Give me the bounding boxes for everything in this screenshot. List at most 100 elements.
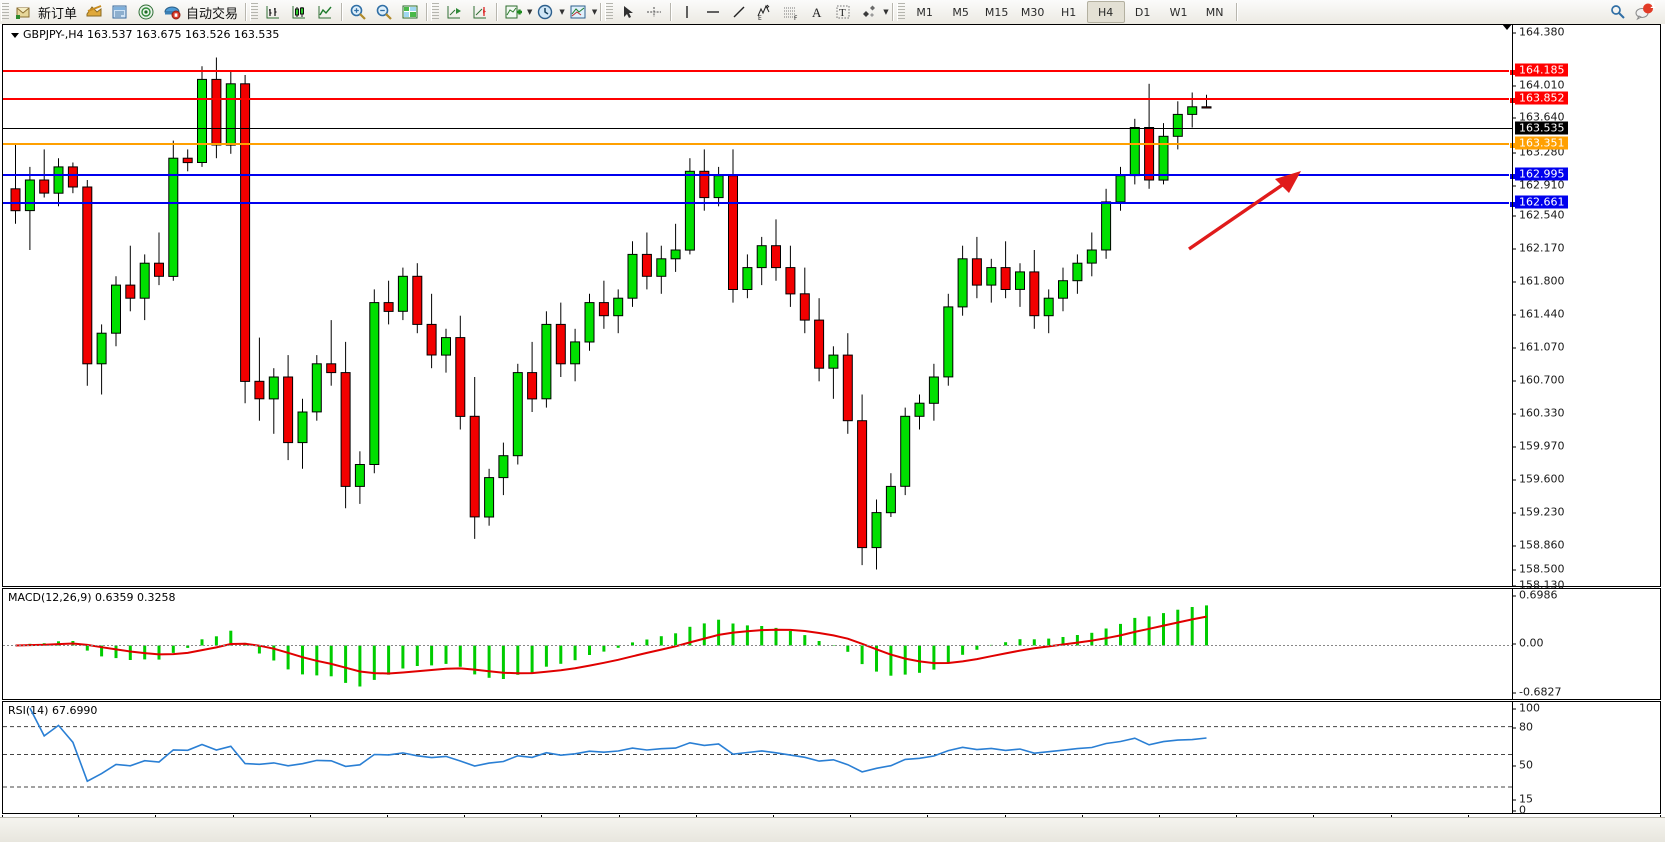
macd-series: [3, 605, 1512, 687]
toolbar-grip-5[interactable]: [896, 3, 905, 21]
trendline-icon[interactable]: [726, 1, 752, 23]
price-tick: 161.440: [1512, 308, 1565, 321]
macd-pane[interactable]: MACD(12,26,9) 0.6359 0.3258 0.6986 0.00 …: [2, 588, 1661, 700]
hline-163351[interactable]: [3, 142, 1516, 149]
tab-timeframe-m5[interactable]: M5: [952, 5, 969, 19]
hline-163852[interactable]: [3, 97, 1516, 104]
chart-grid-icon[interactable]: [397, 1, 423, 23]
bullish-arrow[interactable]: [1183, 165, 1313, 255]
candlestick-series: [10, 57, 1212, 570]
tab-timeframe-m15[interactable]: M15: [984, 5, 1009, 19]
indicators-caret-icon[interactable]: ▼: [527, 8, 533, 16]
chart-symbol-header: GBPJPY-,H4 163.537 163.675 163.526 163.5…: [11, 28, 279, 41]
tab-timeframe-h4[interactable]: H4: [1086, 1, 1125, 23]
status-bar: [0, 817, 1665, 842]
elliott-wave-icon[interactable]: E: [752, 1, 778, 23]
price-tick: 161.070: [1512, 341, 1565, 354]
line-chart-icon[interactable]: [312, 1, 338, 23]
tab-timeframe-d1[interactable]: D1: [1134, 5, 1151, 19]
svg-text:F: F: [794, 15, 798, 21]
toolbar-separator-4: [496, 3, 498, 21]
tab-timeframe-m1[interactable]: M1: [916, 5, 933, 19]
support-label-162995[interactable]: 162.995: [1515, 167, 1568, 181]
text-label-icon[interactable]: T: [830, 1, 856, 23]
macd-title: MACD(12,26,9) 0.6359 0.3258: [8, 591, 176, 604]
alerts-icon[interactable]: 1: [1631, 1, 1657, 23]
price-tick: 164.380: [1512, 26, 1565, 39]
tab-timeframe-w1[interactable]: W1: [1169, 5, 1188, 19]
toolbar-separator-2: [341, 3, 343, 21]
svg-text:E: E: [758, 15, 762, 21]
auto-scroll-icon[interactable]: [441, 1, 467, 23]
vertical-line-icon[interactable]: [674, 1, 700, 23]
periods-caret-icon[interactable]: ▼: [559, 8, 565, 16]
autotrading-label[interactable]: 自动交易: [186, 6, 239, 22]
pivot-label-163351[interactable]: 163.351: [1515, 136, 1568, 150]
shapes-caret-icon[interactable]: ▼: [883, 8, 889, 16]
chart-area[interactable]: GBPJPY-,H4 163.537 163.675 163.526 163.5…: [0, 24, 1665, 839]
price-tick: 159.970: [1512, 440, 1565, 453]
rsi-tick: 100: [1512, 702, 1540, 715]
autotrading-icon[interactable]: [159, 1, 185, 23]
rsi-series: [3, 707, 1512, 788]
toolbar-grip-1[interactable]: [1, 3, 9, 21]
hline-last-price[interactable]: [3, 128, 1512, 129]
toolbar-separator-8: [1235, 3, 1237, 21]
hline-164185[interactable]: [3, 69, 1516, 76]
price-tick: 162.170: [1512, 242, 1565, 255]
chart-shift-icon[interactable]: [467, 1, 493, 23]
price-tick: 160.330: [1512, 407, 1565, 420]
new-order-label[interactable]: 新订单: [38, 6, 78, 22]
rsi-tick: 80: [1512, 721, 1533, 734]
indicators-icon[interactable]: [500, 1, 526, 23]
price-pane[interactable]: GBPJPY-,H4 163.537 163.675 163.526 163.5…: [2, 24, 1661, 592]
fibonacci-icon[interactable]: F: [778, 1, 804, 23]
macd-tick: -0.6827: [1512, 686, 1561, 699]
main-toolbar: 新订单 自动交易: [0, 0, 1665, 25]
price-tick: 163.640: [1512, 111, 1565, 124]
last-price-label: 163.535: [1515, 121, 1568, 135]
svg-text:A: A: [812, 5, 822, 20]
periods-icon[interactable]: [532, 1, 558, 23]
tab-timeframe-m30[interactable]: M30: [1020, 5, 1045, 19]
zoom-in-icon[interactable]: [345, 1, 371, 23]
price-tick: 164.010: [1512, 79, 1565, 92]
rsi-pane[interactable]: RSI(14) 67.6990 100 80 50 15 0: [2, 701, 1661, 817]
rsi-scale: 100 80 50 15 0: [1512, 702, 1660, 817]
candlestick-chart-icon[interactable]: [286, 1, 312, 23]
navigator-icon[interactable]: [133, 1, 159, 23]
search-icon[interactable]: [1605, 1, 1631, 23]
crosshair-icon[interactable]: [641, 1, 667, 23]
templates-caret-icon[interactable]: ▼: [591, 8, 598, 16]
price-tick: 159.230: [1512, 506, 1565, 519]
chart-title-text: GBPJPY-,H4 163.537 163.675 163.526 163.5…: [23, 28, 280, 41]
text-icon[interactable]: A: [804, 1, 830, 23]
support-label-162661[interactable]: 162.661: [1515, 195, 1568, 209]
macd-tick: 0.00: [1512, 637, 1544, 650]
chart-menu-triangle-icon[interactable]: [11, 32, 19, 38]
chart-scroll-indicator-icon: [1502, 24, 1512, 30]
price-scale[interactable]: 164.380 164.010 163.640 163.280 162.910 …: [1512, 25, 1660, 592]
resistance-label-163852[interactable]: 163.852: [1515, 91, 1568, 105]
price-tick: 161.800: [1512, 275, 1565, 288]
tab-timeframe-h1[interactable]: H1: [1060, 5, 1077, 19]
horizontal-line-icon[interactable]: [700, 1, 726, 23]
toolbar-separator-6: [670, 3, 672, 21]
templates-icon[interactable]: [565, 1, 591, 23]
resistance-label-164185[interactable]: 164.185: [1515, 63, 1568, 77]
toolbar-grip-3[interactable]: [431, 3, 440, 21]
cursor-icon[interactable]: [615, 1, 641, 23]
rsi-tick: 15: [1512, 793, 1533, 806]
toolbar-grip-2[interactable]: [250, 3, 259, 21]
data-window-icon[interactable]: [107, 1, 133, 23]
shapes-icon[interactable]: [856, 1, 882, 23]
price-tick: 162.910: [1512, 179, 1565, 192]
bar-chart-icon[interactable]: [260, 1, 286, 23]
toolbar-separator-7: [891, 3, 893, 21]
toolbar-grip-4[interactable]: [605, 3, 614, 21]
zoom-out-icon[interactable]: [371, 1, 397, 23]
market-watch-icon[interactable]: [81, 1, 107, 23]
rsi-title: RSI(14) 67.6990: [8, 704, 98, 717]
new-order-icon[interactable]: [11, 1, 37, 23]
tab-timeframe-mn[interactable]: MN: [1205, 5, 1224, 19]
